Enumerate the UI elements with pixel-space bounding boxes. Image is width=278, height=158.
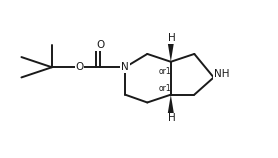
Text: or1: or1 [158,84,171,93]
Text: H: H [168,33,176,43]
Text: O: O [96,40,105,50]
Text: O: O [75,62,84,72]
Text: or1: or1 [158,67,171,76]
Text: N: N [121,62,129,72]
Text: NH: NH [214,69,230,79]
Polygon shape [167,95,174,116]
Text: H: H [168,113,176,123]
Polygon shape [167,41,174,62]
